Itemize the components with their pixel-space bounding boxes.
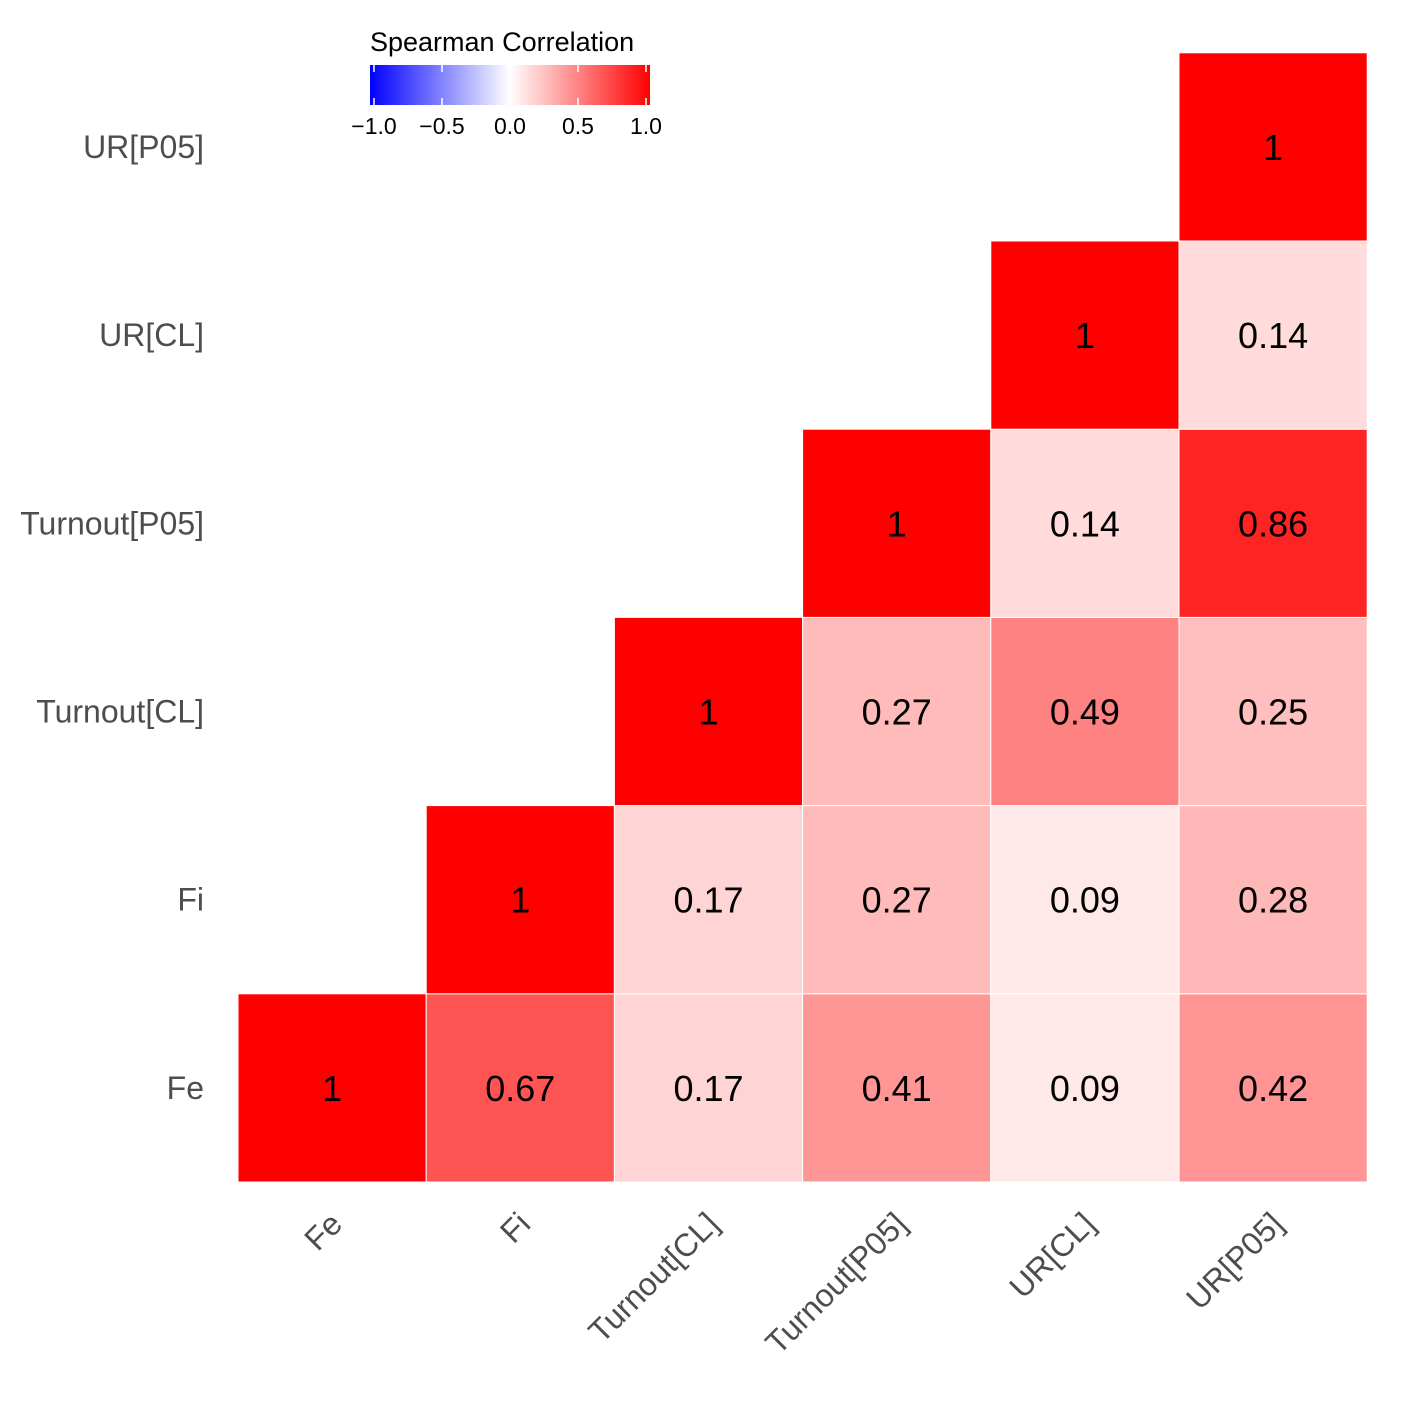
heatmap-cell <box>990 240 1180 430</box>
legend-tick-label: 1.0 <box>630 113 662 139</box>
x-tick-label: UR[P05] <box>1179 1205 1290 1316</box>
heatmap-cell <box>237 993 427 1183</box>
heatmap-cell <box>425 993 615 1183</box>
cell-value-label: 0.49 <box>1050 692 1120 733</box>
heatmap-cell <box>1178 616 1368 807</box>
cell-value-label: 0.14 <box>1050 503 1120 544</box>
cell-value-label: 0.28 <box>1238 880 1308 921</box>
cell-value-label: 0.09 <box>1050 880 1120 921</box>
y-tick-label: Turnout[CL] <box>36 694 204 730</box>
x-tick-label: UR[CL] <box>1002 1205 1102 1305</box>
cell-value-label: 1 <box>510 880 530 921</box>
cell-value-label: 0.25 <box>1238 692 1308 733</box>
legend-ticks: −1.0 −0.5 0.0 0.5 1.0 <box>351 65 662 139</box>
x-tick-label: Turnout[CL] <box>581 1205 725 1349</box>
cell-value-label: 1 <box>698 692 718 733</box>
legend-tick-label: 0.0 <box>494 113 526 139</box>
cell-value-label: 0.86 <box>1238 503 1308 544</box>
y-axis-tick-labels: Fe Fi Turnout[CL] Turnout[P05] UR[CL] UR[P05] <box>20 129 204 1106</box>
cell-value-label: 0.17 <box>673 1068 743 1109</box>
heatmap-cell <box>1178 993 1368 1183</box>
cell-value-label: 0.42 <box>1238 1068 1308 1109</box>
cell-value-label: 0.27 <box>862 880 932 921</box>
heatmap-cell <box>990 805 1180 995</box>
cell-value-label: 0.14 <box>1238 315 1308 356</box>
legend-tick-label: 0.5 <box>562 113 594 139</box>
y-tick-label: Turnout[P05] <box>20 505 204 541</box>
x-tick-label: Fe <box>297 1205 349 1257</box>
x-axis-tick-labels: Fe Fi Turnout[CL] Turnout[P05] UR[CL] UR[P05] <box>297 1205 1290 1360</box>
heatmap-cell <box>425 805 615 995</box>
heatmap-cell <box>1178 240 1368 430</box>
y-tick-label: Fi <box>177 882 204 918</box>
cell-value-label: 1 <box>1075 315 1095 356</box>
color-legend: Spearman Correlation −1.0 −0.5 0.0 0.5 1.0 <box>351 27 662 139</box>
cell-value-label: 0.41 <box>862 1068 932 1109</box>
cell-value-label: 1 <box>1263 127 1283 168</box>
heatmap-cell <box>613 616 804 807</box>
legend-tick-label: −0.5 <box>419 113 464 139</box>
y-tick-label: UR[P05] <box>83 129 204 165</box>
x-tick-label: Fi <box>493 1205 537 1249</box>
cell-value-label: 0.27 <box>862 692 932 733</box>
heatmap-cell <box>1178 428 1368 618</box>
heatmap-cell <box>990 428 1180 618</box>
legend-title: Spearman Correlation <box>370 27 634 57</box>
heatmap-cell <box>802 428 992 618</box>
heatmap-cell <box>802 993 992 1183</box>
heatmap-cell <box>1178 805 1368 995</box>
heatmap-cell <box>990 993 1180 1183</box>
y-tick-label: Fe <box>167 1070 204 1106</box>
cell-value-label: 0.17 <box>673 880 743 921</box>
cell-value-label: 1 <box>322 1068 342 1109</box>
heatmap-cell-labels: 1 0.67 0.17 0.41 0.09 0.42 1 0.17 0.27 0.09 0.28 1 0… <box>322 127 1308 1109</box>
cell-value-label: 1 <box>887 503 907 544</box>
heatmap-cell <box>1178 52 1368 242</box>
legend-tick-label: −1.0 <box>351 113 396 139</box>
y-tick-label: UR[CL] <box>99 317 204 353</box>
heatmap-cell <box>802 805 992 995</box>
heatmap-cell <box>802 616 992 807</box>
cell-value-label: 0.67 <box>485 1068 555 1109</box>
heatmap-cells <box>237 52 1368 1183</box>
cell-value-label: 0.09 <box>1050 1068 1120 1109</box>
heatmap-cell <box>613 805 804 995</box>
x-tick-label: Turnout[P05] <box>758 1205 913 1360</box>
